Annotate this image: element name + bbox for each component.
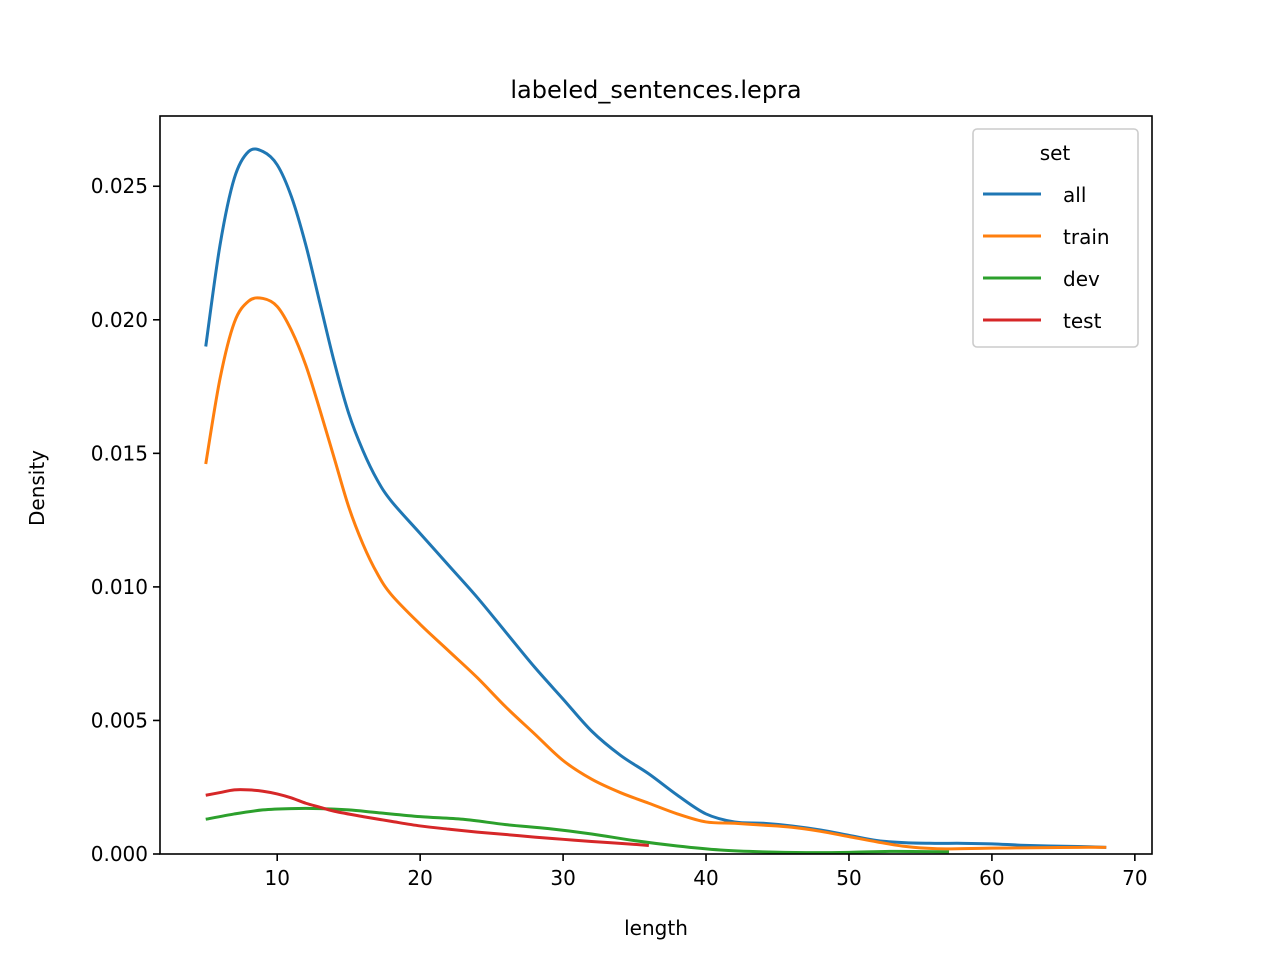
chart-title: labeled_sentences.lepra — [510, 76, 801, 104]
legend-label-all: all — [1063, 183, 1086, 207]
series-line-test — [205, 788, 649, 847]
plot-frame — [159, 115, 1153, 855]
y-axis: 0.000 0.005 0.010 0.015 0.020 0.025 — [91, 174, 160, 866]
legend-box — [972, 128, 1139, 348]
series-line-all — [204, 147, 1107, 849]
legend-label-dev: dev — [1063, 267, 1100, 291]
y-tick-label: 0.010 — [91, 575, 148, 599]
x-tick-label: 20 — [407, 866, 432, 890]
x-tick-label: 50 — [836, 866, 861, 890]
y-tick-label: 0.020 — [91, 308, 148, 332]
series-line-dev — [205, 806, 950, 855]
x-tick-label: 30 — [550, 866, 575, 890]
y-tick-label: 0.015 — [91, 441, 148, 465]
x-tick-label: 40 — [693, 866, 718, 890]
series-line-train — [204, 296, 1107, 851]
legend-label-test: test — [1063, 309, 1102, 333]
series-layer — [204, 147, 1107, 855]
x-tick-label: 10 — [264, 866, 289, 890]
y-tick-label: 0.025 — [91, 174, 148, 198]
y-axis-label: Density — [25, 450, 49, 526]
x-axis-label: length — [624, 916, 688, 940]
x-axis: 10 20 30 40 50 60 70 — [264, 854, 1148, 890]
y-tick-label: 0.005 — [91, 708, 148, 732]
y-tick-label: 0.000 — [91, 842, 148, 866]
legend-title: set — [1040, 141, 1071, 165]
legend: set all train dev test — [972, 128, 1139, 348]
x-tick-label: 60 — [979, 866, 1004, 890]
legend-label-train: train — [1063, 225, 1110, 249]
x-tick-label: 70 — [1122, 866, 1147, 890]
